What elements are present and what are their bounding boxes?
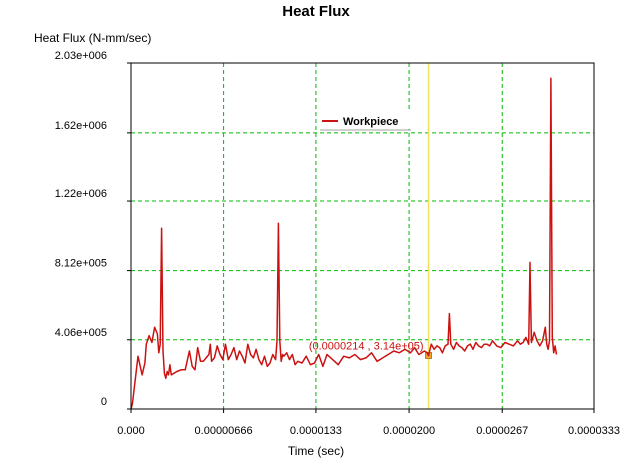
plot-frame bbox=[130, 62, 595, 410]
x-tick-label: 0.0000133 bbox=[290, 425, 342, 437]
x-tick-label: 0.00000666 bbox=[195, 425, 253, 437]
series-line-workpiece bbox=[130, 77, 558, 410]
cursor-readout-label: (0.0000214 , 3.14e+05) bbox=[309, 340, 424, 352]
y-tick-label: 8.12e+005 bbox=[55, 258, 107, 270]
y-tick-label: 1.62e+006 bbox=[55, 120, 107, 132]
y-tick-label: 2.03e+006 bbox=[55, 50, 107, 62]
y-axis-label: Heat Flux (N-mm/sec) bbox=[34, 31, 151, 45]
x-axis: 0.000 0.00000666 0.0000133 0.0000200 0.00002… bbox=[117, 409, 620, 437]
x-tick-label: 0.0000333 bbox=[568, 425, 620, 437]
series-workpiece bbox=[130, 77, 558, 410]
y-tick-label: 4.06e+005 bbox=[55, 327, 107, 339]
y-tick-label: 1.22e+006 bbox=[55, 188, 107, 200]
y-tick-label: 0 bbox=[101, 396, 107, 408]
legend-box bbox=[318, 111, 411, 129]
x-tick-label: 0.000 bbox=[117, 425, 145, 437]
chart-title: Heat Flux bbox=[282, 3, 350, 20]
x-tick-label: 0.0000267 bbox=[476, 425, 528, 437]
grid bbox=[131, 63, 594, 409]
legend: Workpiece bbox=[318, 111, 411, 131]
y-axis: 0 4.06e+005 8.12e+005 1.22e+006 1.62e+006 2.0… bbox=[55, 50, 131, 410]
x-axis-label: Time (sec) bbox=[288, 444, 344, 458]
legend-label-workpiece: Workpiece bbox=[343, 116, 398, 128]
x-tick-label: 0.0000200 bbox=[383, 425, 435, 437]
